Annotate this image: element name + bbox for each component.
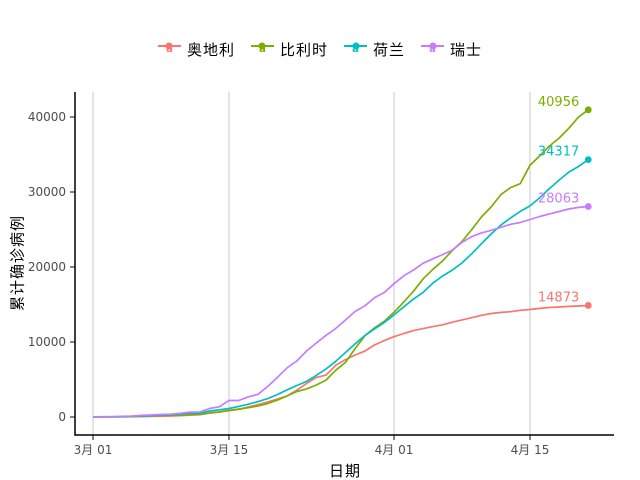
legend-label-belgium: 比利时 [279, 40, 328, 59]
legend-item-netherlands: a 荷兰 [344, 39, 405, 60]
series-end-value-label: 34317 [538, 145, 579, 160]
legend-item-switzerland: a 瑞士 [421, 39, 482, 60]
series-end-value-label: 28063 [538, 192, 579, 207]
key-a-glyph: a [352, 44, 359, 55]
x-tick-label: 3月 15 [210, 443, 249, 457]
x-tick-label: 4月 15 [511, 443, 550, 457]
legend-label-austria: 奥地利 [186, 40, 235, 59]
vertical-gridlines [92, 92, 531, 435]
line-point-key-icon: a [421, 40, 445, 58]
key-dot-icon [352, 42, 359, 50]
x-tick-label: 3月 01 [74, 443, 113, 457]
key-dot-icon [258, 42, 266, 50]
key-dot-icon [165, 42, 173, 50]
key-dot-icon [429, 42, 437, 50]
key-a-glyph: a [259, 44, 266, 55]
y-axis-title: 累计确诊病例 [8, 214, 27, 312]
legend-label-switzerland: 瑞士 [450, 40, 483, 59]
axis-tick-marks [70, 116, 531, 440]
series-end-value-label: 14873 [538, 290, 579, 305]
y-tick-label: 10000 [28, 335, 66, 349]
y-tick-label: 40000 [28, 110, 66, 124]
legend-label-netherlands: 荷兰 [373, 40, 406, 59]
line-point-key-icon: a [344, 40, 367, 58]
line-point-key-icon: a [250, 40, 274, 58]
legend-item-austria: a 奥地利 [157, 39, 235, 60]
legend-item-belgium: a 比利时 [250, 39, 328, 60]
series-end-value-label: 40956 [538, 95, 579, 110]
legend: a 奥地利 a 比利时 a 荷兰 a [0, 36, 640, 62]
line-point-key-icon: a [157, 40, 181, 58]
key-a-glyph: a [429, 44, 436, 55]
data-series-lines [92, 106, 592, 418]
y-tick-label: 0 [58, 410, 66, 424]
x-axis-title: 日期 [328, 462, 362, 480]
key-a-glyph: a [166, 44, 173, 55]
x-tick-label: 4月 01 [375, 443, 414, 457]
y-tick-label: 20000 [28, 260, 66, 274]
y-tick-label: 30000 [28, 185, 66, 199]
